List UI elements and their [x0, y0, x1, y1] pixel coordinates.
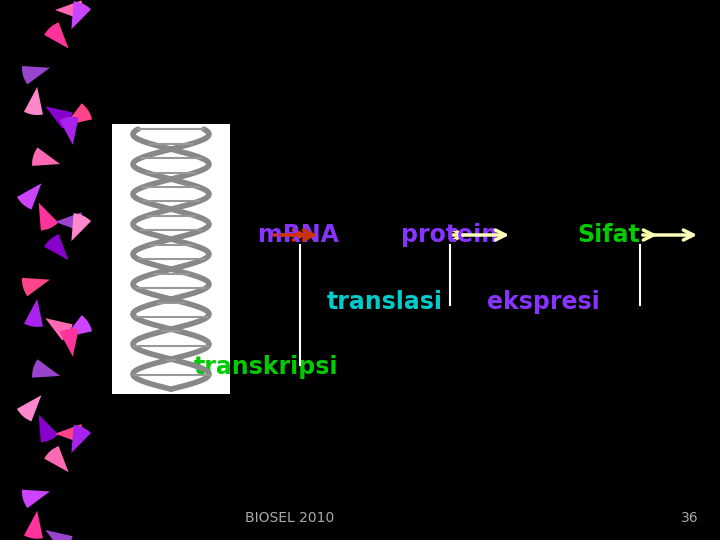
Wedge shape	[60, 117, 78, 145]
Wedge shape	[44, 234, 68, 260]
Wedge shape	[45, 318, 73, 340]
Wedge shape	[22, 278, 50, 296]
Wedge shape	[55, 1, 83, 19]
Wedge shape	[45, 106, 73, 129]
Wedge shape	[60, 329, 78, 356]
Wedge shape	[17, 184, 41, 210]
Wedge shape	[17, 395, 41, 421]
Wedge shape	[32, 359, 60, 377]
Wedge shape	[44, 446, 68, 472]
Wedge shape	[32, 147, 60, 166]
Wedge shape	[39, 414, 58, 442]
Wedge shape	[44, 22, 68, 49]
Wedge shape	[65, 315, 92, 338]
Wedge shape	[65, 103, 92, 126]
Wedge shape	[71, 1, 91, 29]
Wedge shape	[24, 87, 43, 115]
Wedge shape	[24, 299, 43, 327]
Wedge shape	[24, 511, 43, 539]
Text: BIOSEL 2010: BIOSEL 2010	[246, 511, 335, 525]
Text: translasi: translasi	[327, 291, 444, 314]
Text: protein: protein	[402, 223, 498, 247]
Wedge shape	[45, 530, 73, 540]
Wedge shape	[22, 490, 50, 508]
Wedge shape	[71, 425, 91, 453]
Wedge shape	[55, 212, 83, 232]
Text: ekspresi: ekspresi	[487, 291, 600, 314]
Wedge shape	[39, 202, 58, 231]
Text: Sifat: Sifat	[577, 223, 640, 247]
Text: transkripsi: transkripsi	[194, 355, 338, 379]
Text: 36: 36	[681, 511, 699, 525]
Text: mRNA: mRNA	[258, 223, 339, 247]
Wedge shape	[22, 66, 50, 84]
Bar	[112, 124, 230, 394]
Wedge shape	[71, 213, 91, 241]
Wedge shape	[55, 424, 83, 443]
